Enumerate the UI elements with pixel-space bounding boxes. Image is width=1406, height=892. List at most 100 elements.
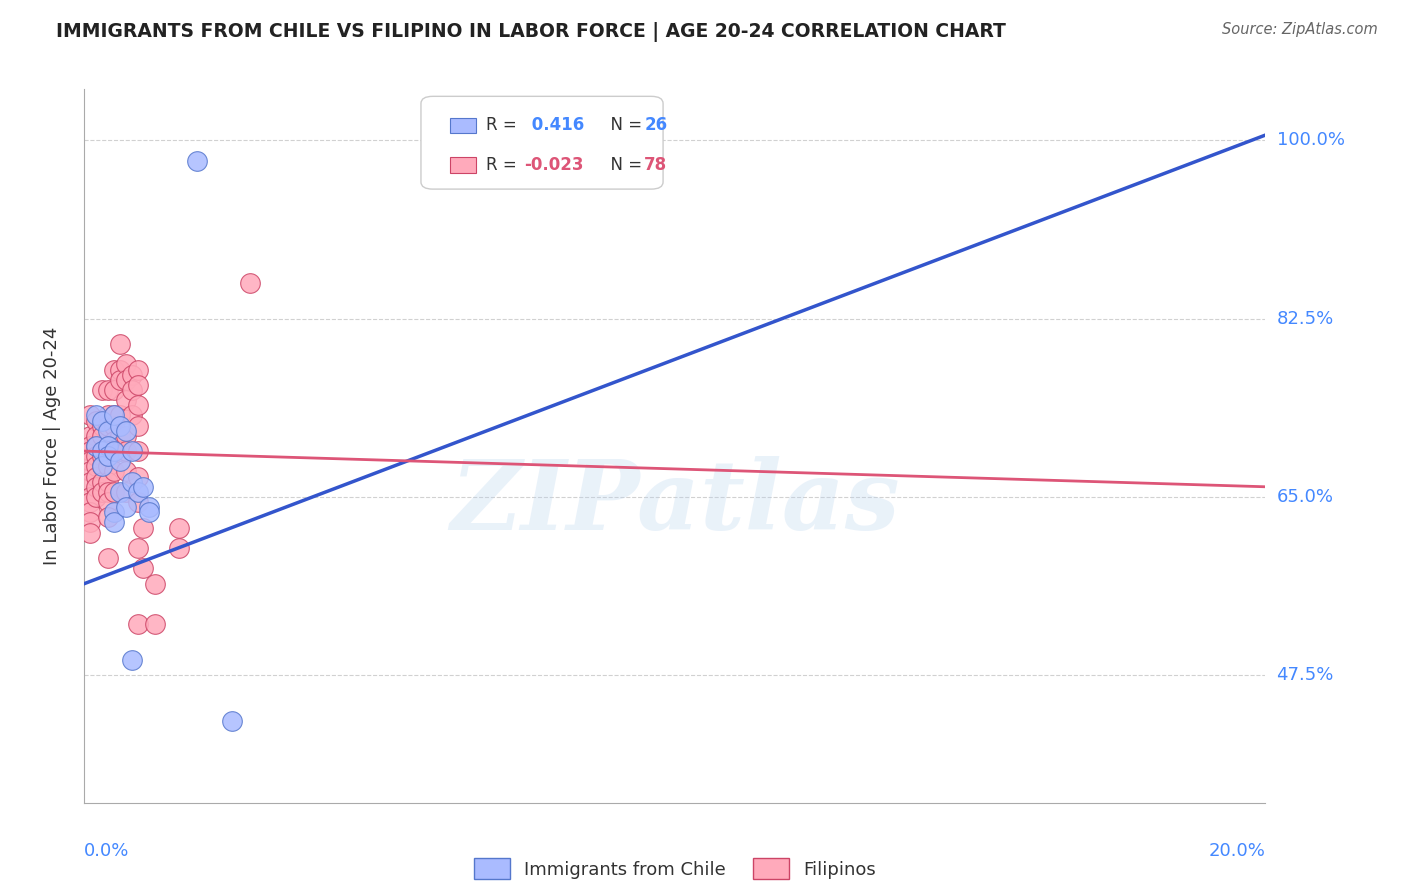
FancyBboxPatch shape — [450, 157, 477, 172]
Point — [84, 413, 107, 427]
Text: 100.0%: 100.0% — [1277, 131, 1344, 149]
Point — [103, 362, 125, 376]
Point — [97, 484, 120, 499]
Text: 20.0%: 20.0% — [1209, 842, 1265, 860]
Point — [79, 444, 101, 458]
Point — [103, 444, 125, 458]
Point — [127, 617, 149, 632]
Text: R =: R = — [486, 156, 522, 174]
Point — [84, 469, 107, 483]
Point — [114, 424, 136, 438]
Text: 82.5%: 82.5% — [1277, 310, 1334, 327]
Point — [97, 459, 120, 474]
Text: 26: 26 — [644, 117, 668, 135]
Point — [103, 409, 125, 423]
Text: 0.0%: 0.0% — [84, 842, 129, 860]
Point — [103, 434, 125, 448]
Point — [114, 373, 136, 387]
Point — [127, 541, 149, 555]
Point — [114, 500, 136, 515]
Text: R =: R = — [486, 117, 522, 135]
Point — [97, 475, 120, 489]
Point — [239, 276, 262, 290]
Text: 78: 78 — [644, 156, 668, 174]
Point — [84, 439, 107, 453]
Text: N =: N = — [600, 117, 648, 135]
Point — [167, 520, 190, 534]
Point — [127, 418, 149, 433]
Point — [97, 510, 120, 524]
Point — [97, 551, 120, 566]
Point — [114, 484, 136, 499]
Point — [108, 337, 131, 351]
Point — [121, 653, 143, 667]
Text: ZIPatlas: ZIPatlas — [450, 456, 900, 550]
Point — [132, 520, 155, 534]
FancyBboxPatch shape — [420, 96, 664, 189]
Point — [84, 459, 107, 474]
FancyBboxPatch shape — [450, 118, 477, 133]
Point — [121, 475, 143, 489]
Point — [84, 439, 107, 453]
Point — [127, 484, 149, 499]
Legend: Immigrants from Chile, Filipinos: Immigrants from Chile, Filipinos — [467, 851, 883, 887]
Point — [97, 418, 120, 433]
Point — [127, 495, 149, 509]
Point — [84, 409, 107, 423]
Text: 0.416: 0.416 — [526, 117, 585, 135]
Point — [91, 383, 114, 397]
Point — [91, 475, 114, 489]
Point — [114, 358, 136, 372]
Point — [103, 383, 125, 397]
Point — [108, 444, 131, 458]
Point — [97, 439, 120, 453]
Point — [84, 480, 107, 494]
Point — [121, 368, 143, 382]
Point — [84, 490, 107, 504]
Point — [79, 465, 101, 479]
Point — [91, 459, 114, 474]
Point — [84, 429, 107, 443]
Point — [79, 516, 101, 530]
Point — [91, 444, 114, 458]
Point — [114, 429, 136, 443]
Text: -0.023: -0.023 — [523, 156, 583, 174]
Point — [103, 484, 125, 499]
Point — [97, 449, 120, 463]
Point — [114, 444, 136, 458]
Point — [121, 444, 143, 458]
Point — [108, 418, 131, 433]
Text: 47.5%: 47.5% — [1277, 666, 1334, 684]
Point — [79, 495, 101, 509]
Y-axis label: In Labor Force | Age 20-24: In Labor Force | Age 20-24 — [42, 326, 60, 566]
Point — [127, 469, 149, 483]
Point — [108, 429, 131, 443]
Point — [186, 153, 208, 168]
Point — [79, 439, 101, 453]
Point — [79, 490, 101, 504]
Point — [79, 475, 101, 489]
Point — [91, 449, 114, 463]
Point — [97, 449, 120, 463]
Point — [114, 465, 136, 479]
Text: N =: N = — [600, 156, 648, 174]
Point — [108, 362, 131, 376]
Point — [103, 505, 125, 519]
Point — [103, 409, 125, 423]
Point — [91, 418, 114, 433]
Point — [121, 383, 143, 397]
Point — [127, 398, 149, 412]
Point — [103, 418, 125, 433]
Point — [79, 525, 101, 540]
Point — [79, 454, 101, 468]
Point — [114, 393, 136, 408]
Point — [108, 373, 131, 387]
Point — [79, 429, 101, 443]
Point — [127, 362, 149, 376]
Point — [103, 444, 125, 458]
Point — [143, 617, 166, 632]
Point — [108, 484, 131, 499]
Point — [97, 495, 120, 509]
Point — [97, 409, 120, 423]
Point — [143, 576, 166, 591]
